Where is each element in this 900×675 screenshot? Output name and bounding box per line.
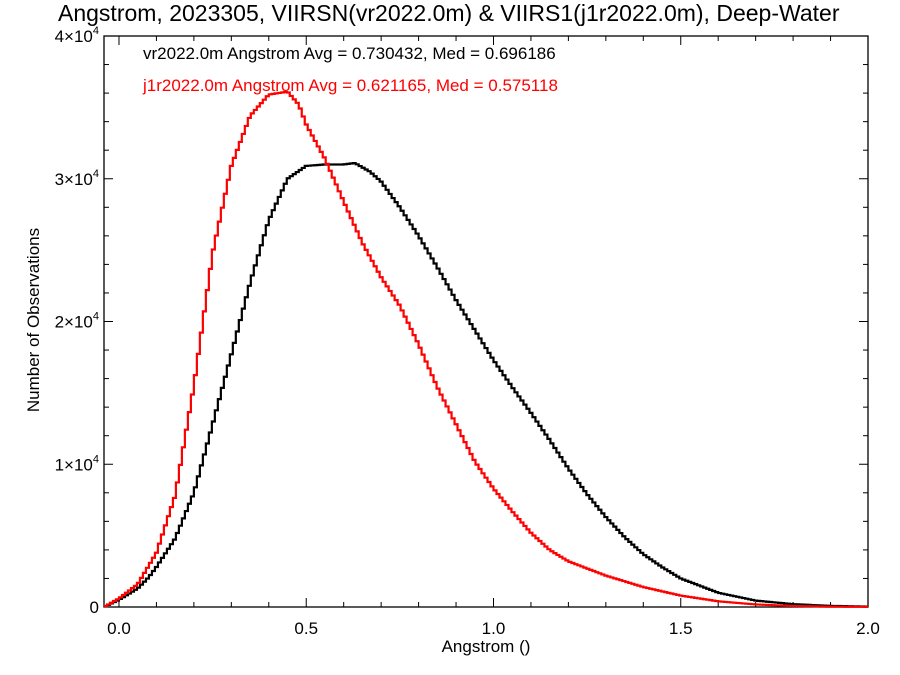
tick-labels: 0.0 0.5 1.0 1.5 2.0 0 1×104 2×104 3×104 4×104 [55,25,880,638]
y-tick-label: 1×104 [55,453,99,474]
y-tick-label: 3×104 [55,168,99,189]
chart-title: Angstrom, 2023305, VIIRSN(vr2022.0m) & V… [58,0,840,26]
series-layer [104,90,868,608]
x-tick-label: 0.0 [107,619,131,638]
x-tick-label: 1.0 [482,619,506,638]
x-tick-label: 2.0 [856,619,880,638]
plot-frame [103,35,869,608]
x-tick-label: 1.5 [669,619,693,638]
series-line-j1r2022.0m [104,90,868,608]
y-tick-label: 2×104 [55,311,99,332]
legend-entry-vr2022: vr2022.0m Angstrom Avg = 0.730432, Med =… [143,44,556,63]
y-tick-label: 0 [90,598,99,617]
y-tick-label: 4×104 [55,25,99,46]
legend-entry-j1r2022: j1r2022.0m Angstrom Avg = 0.621165, Med … [143,76,558,95]
y-axis-label: Number of Observations [24,227,43,413]
axis-ticks [104,35,869,608]
series-line-vr2022.0m [104,162,868,608]
x-tick-label: 0.5 [294,619,318,638]
x-axis-label: Angstrom () [441,637,531,656]
